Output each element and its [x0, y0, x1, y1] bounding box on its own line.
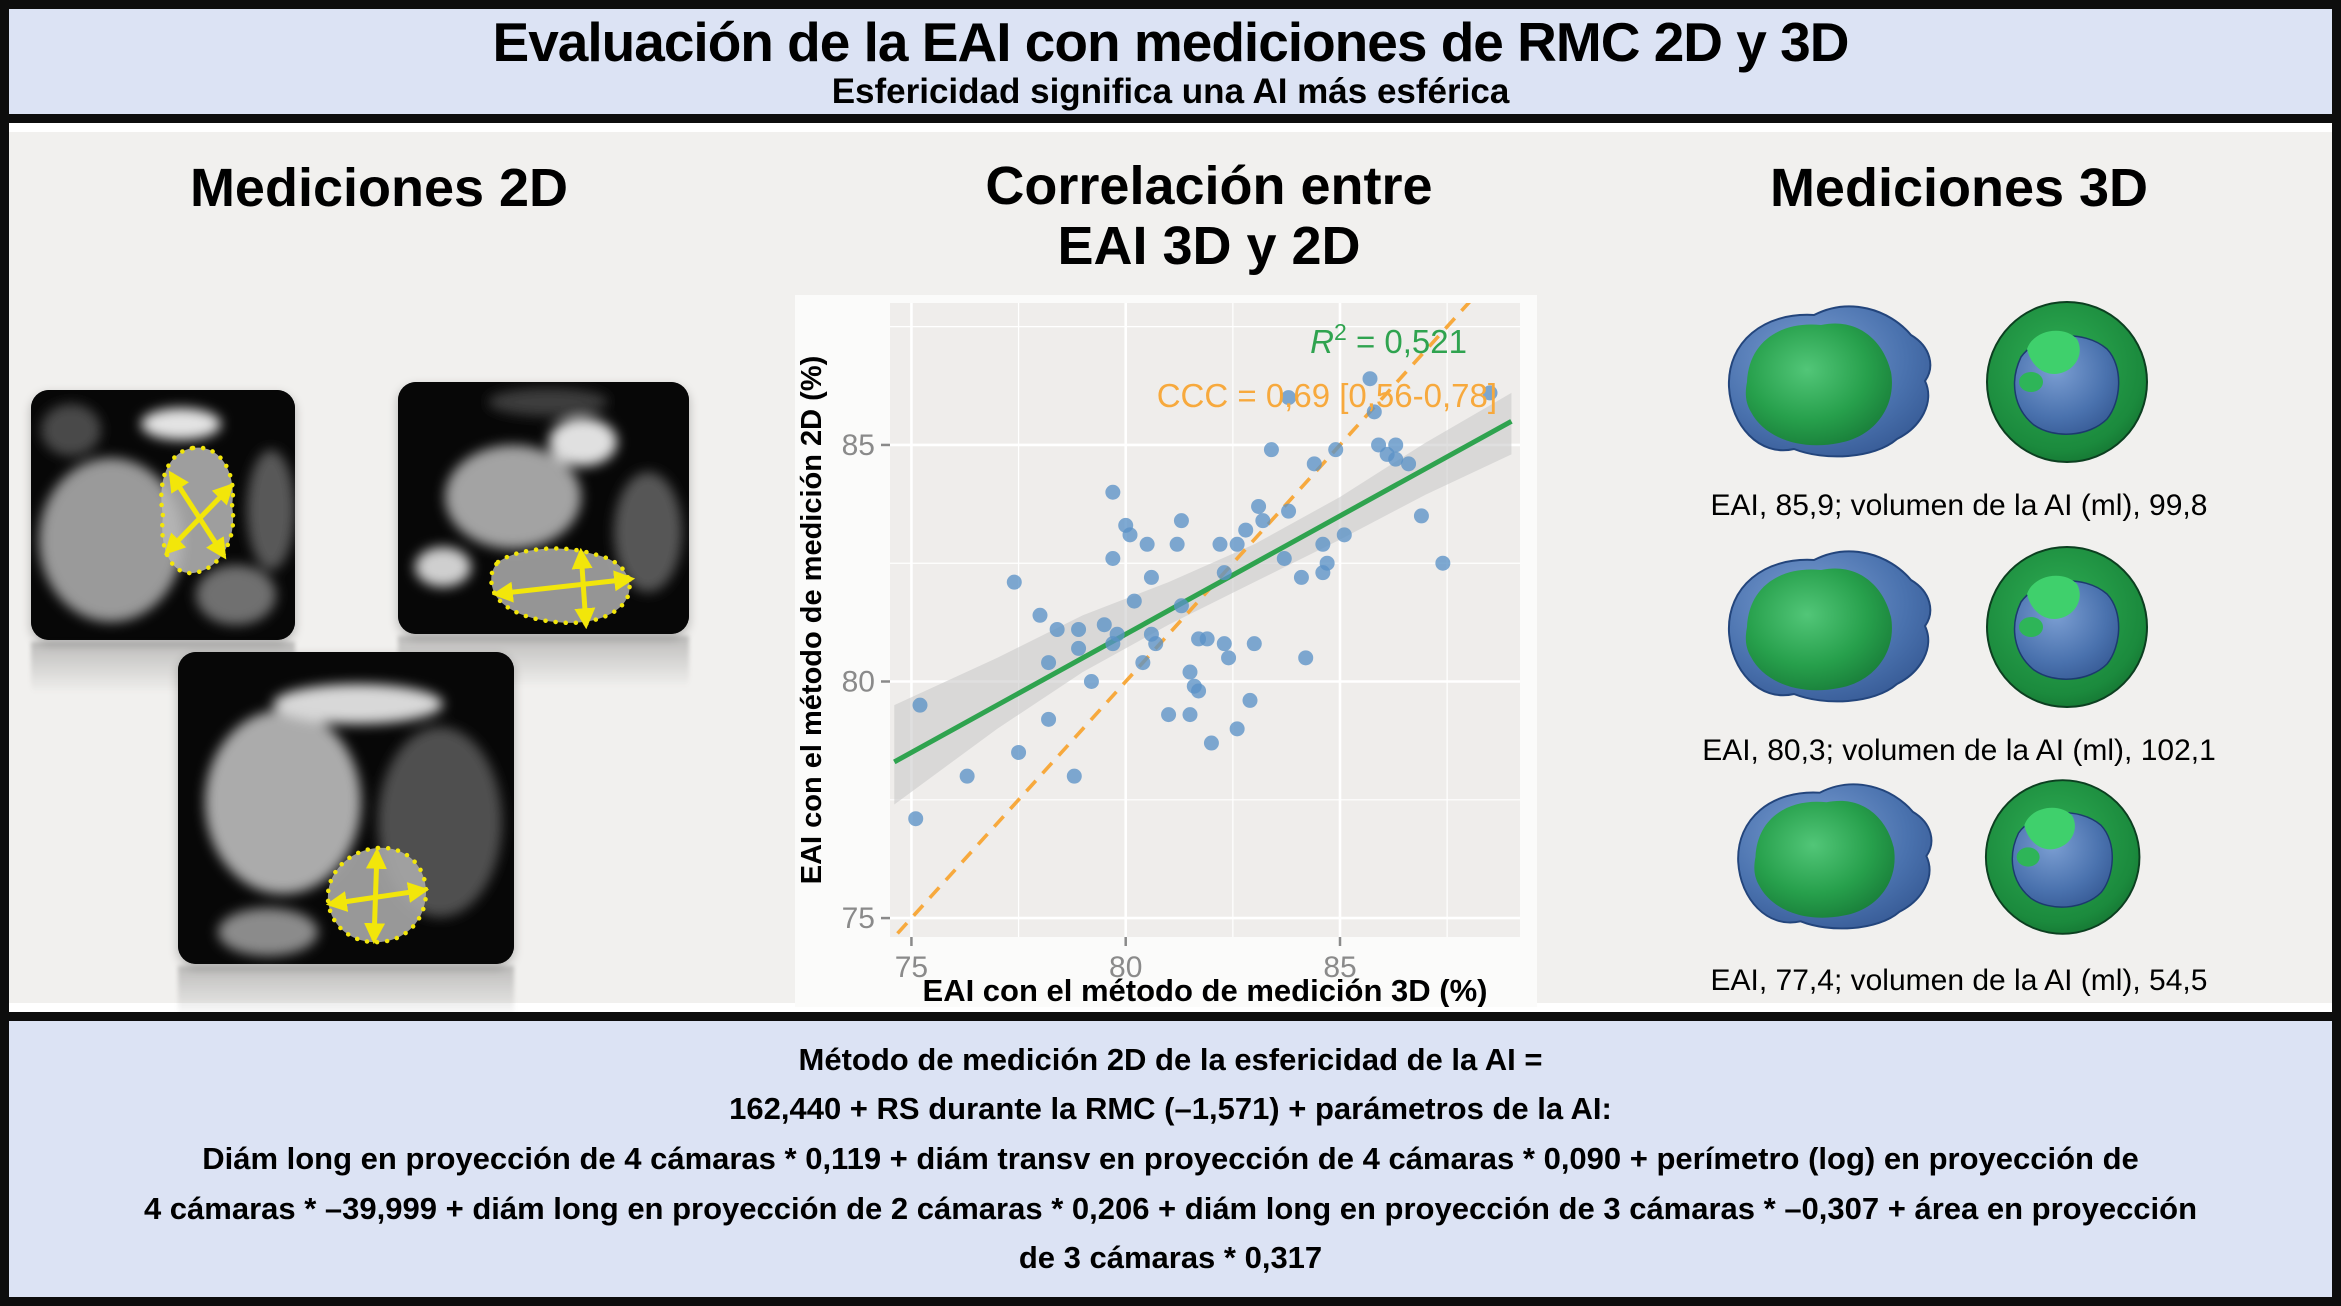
svg-text:CCC = 0,69 [0,56-0,78]: CCC = 0,69 [0,56-0,78]	[1157, 377, 1497, 414]
model-caption-3: EAI, 77,4; volumen de la AI (ml), 54,5	[1710, 964, 2208, 997]
measure-arrows	[164, 470, 234, 560]
svg-text:EAI con el método de medición: EAI con el método de medición 2D (%)	[796, 356, 828, 885]
measure-arrows	[491, 547, 636, 630]
correlation-chart-panel: 75 80 85 75 80 85 EAI con el método de medició…	[795, 295, 1537, 1008]
svg-text:75: 75	[895, 951, 928, 984]
formula-line-1: Método de medición 2D de la esfericidad …	[798, 1041, 1543, 1077]
figure-subtitle: Esfericidad significa una AI más esféric…	[831, 71, 1510, 111]
formula-panel: Método de medición 2D de la esfericidad …	[9, 1012, 2332, 1297]
svg-text:80: 80	[1109, 951, 1142, 984]
mri-image-4ch	[31, 390, 295, 640]
svg-text:85: 85	[1323, 951, 1356, 984]
model-row-3	[1669, 762, 2249, 957]
panel-title-correlation-line1: Correlación entre	[985, 156, 1433, 216]
figure-title: Evaluación de la EAI con mediciones de R…	[492, 10, 1850, 73]
svg-text:EAI con el método de medición: EAI con el método de medición 3D (%)	[923, 973, 1488, 1007]
mri-image-2ch-graphic	[178, 652, 514, 964]
formula-line-3: Diám long en proyección de 4 cámaras * 0…	[202, 1140, 2139, 1176]
mri-image-2ch	[178, 652, 514, 964]
svg-text:85: 85	[842, 429, 875, 462]
model-row-2	[1669, 532, 2249, 727]
svg-text:80: 80	[842, 666, 875, 699]
mri-image-4ch-graphic	[31, 390, 295, 640]
model-row-1	[1669, 287, 2249, 482]
panel-title-3d: Mediciones 3D	[1769, 158, 2149, 218]
la-3d-models-3	[1681, 766, 2238, 948]
model-caption-1: EAI, 85,9; volumen de la AI (ml), 99,8	[1710, 489, 2208, 522]
svg-text:75: 75	[842, 902, 875, 935]
mri-image-3ch	[398, 382, 689, 634]
mri-image-3ch-graphic	[398, 382, 689, 634]
la-3d-models-2	[1669, 532, 2249, 722]
panel-title-correlation-line2: EAI 3D y 2D	[1057, 216, 1361, 277]
measure-arrows	[325, 847, 430, 945]
figure-body: Mediciones 2D Correlación entre EAI 3D y…	[9, 132, 2332, 1028]
svg-text:R2 = 0,521: R2 = 0,521	[1310, 319, 1467, 360]
panel-title-2d: Mediciones 2D	[189, 158, 569, 218]
formula-line-4: 4 cámaras * –39,999 + diám long en proye…	[143, 1190, 2198, 1226]
formula-line-2: 162,440 + RS durante la RMC (–1,571) + p…	[729, 1091, 1612, 1127]
formula-line-5: de 3 cámaras * 0,317	[1018, 1240, 1323, 1276]
la-3d-models-1	[1669, 287, 2249, 477]
panel-title-correlation: Correlación entre EAI 3D y 2D	[899, 156, 1519, 277]
figure-header: Evaluación de la EAI con mediciones de R…	[9, 9, 2332, 123]
model-caption-2: EAI, 80,3; volumen de la AI (ml), 102,1	[1702, 734, 2216, 767]
